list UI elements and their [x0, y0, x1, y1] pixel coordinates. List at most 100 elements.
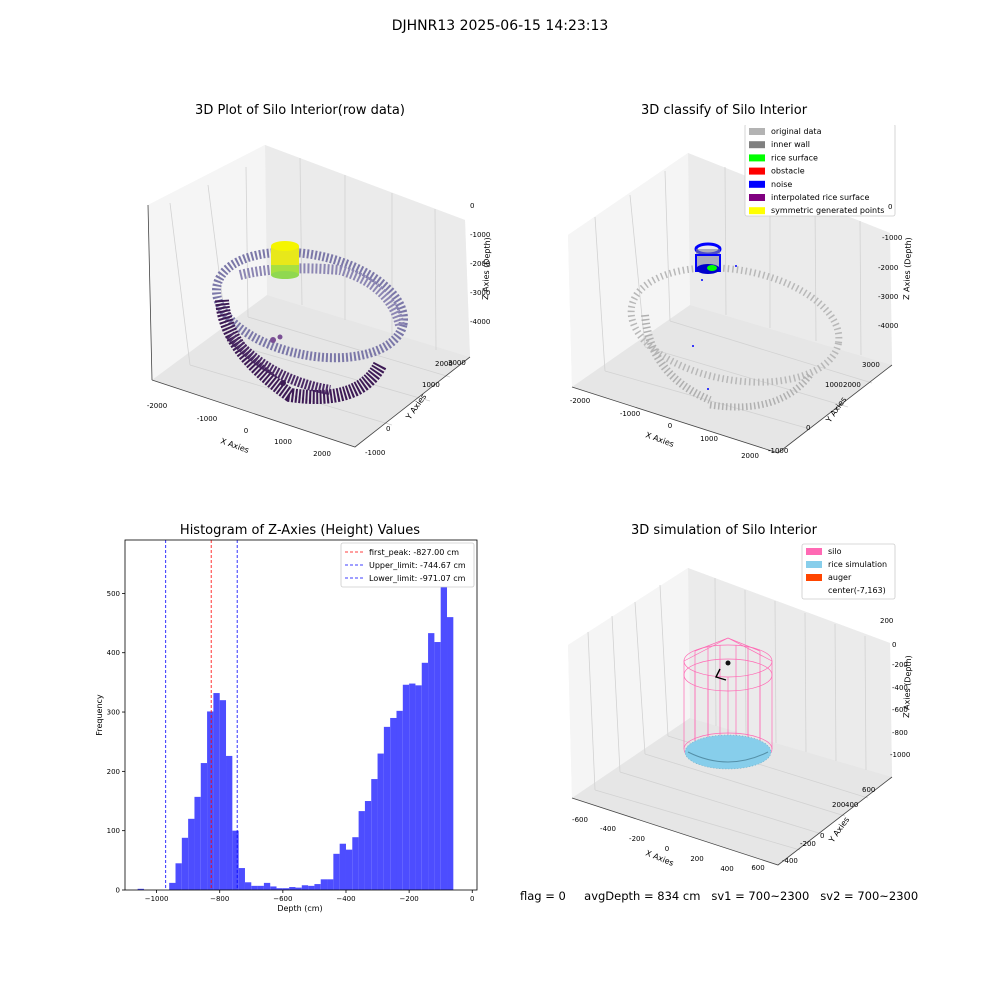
sim-ytick-label: -200 [800, 840, 816, 848]
histogram-bar [295, 887, 302, 890]
raw-xtick-label: 2000 [313, 450, 331, 458]
histogram-bar [175, 863, 182, 890]
classify-legend-swatch [749, 167, 765, 175]
classify-ytick-label: -1000 [768, 447, 788, 455]
raw-point-ring [211, 247, 409, 404]
raw-ztick-label: -2000 [470, 260, 490, 268]
histogram-bar [213, 693, 220, 890]
classify-x-axis-label: X Axies [644, 430, 675, 449]
histogram-bar [345, 849, 353, 890]
sim-ztick-label: -400 [892, 684, 908, 692]
histogram-bar [428, 633, 435, 890]
raw-z-axis-label: Z Axies (Depth) [481, 237, 492, 300]
histogram-bar [364, 801, 372, 890]
histogram-bar [263, 882, 271, 890]
raw-ztick-label: -4000 [470, 318, 490, 326]
sim-x-axis-label: X Axies [644, 849, 675, 868]
sv1-status: sv1 = 700~2300 [711, 889, 810, 903]
histogram-legend-label: first_peak: -827.00 cm [369, 548, 459, 557]
sim-xtick-label: -200 [629, 835, 645, 843]
classify-plot-title: 3D classify of Silo Interior [640, 103, 808, 118]
raw-ytick-label: -1000 [365, 449, 385, 457]
status-footer: flag = 0 avgDepth = 834 cm sv1 = 700~230… [520, 889, 918, 903]
raw-ztick-label: 0 [470, 202, 474, 210]
raw-3d-panes [147, 145, 471, 448]
sim-xtick-label: -600 [572, 816, 588, 824]
sim-xtick-label: 0 [665, 845, 669, 853]
classify-legend-label: interpolated rice surface [771, 193, 869, 202]
histogram-bar [352, 837, 359, 890]
classify-original-ring [627, 264, 843, 411]
histogram-bar [137, 888, 144, 890]
histogram-bar [339, 843, 346, 890]
histogram-chart: −1000 −800 −600 −400 −200 0 0 100 200 300 400 500 f… [95, 539, 478, 913]
raw-ytick-label: 3000 [448, 359, 466, 367]
raw-plot-title: 3D Plot of Silo Interior(row data) [195, 103, 405, 118]
flag-status: flag = 0 [520, 889, 566, 903]
sv2-status: sv2 = 700~2300 [820, 889, 919, 903]
histogram-ytick-label: 0 [116, 887, 120, 895]
sim-ytick-label: 600 [862, 786, 875, 794]
classify-legend-label: inner wall [771, 140, 810, 149]
simulation-legend-swatch [806, 561, 822, 568]
histogram-bar [327, 879, 334, 890]
sim-ztick-label: -600 [892, 706, 908, 714]
simulation-legend [801, 543, 896, 600]
histogram-bar [226, 755, 233, 890]
histogram-bar [194, 796, 201, 890]
histogram-bar [440, 557, 448, 890]
histogram-bar [257, 885, 264, 890]
raw-ztick-label: -1000 [470, 231, 490, 239]
histogram-bar [169, 882, 176, 890]
histogram-bar [289, 887, 296, 890]
histogram-legend-label: Upper_limit: -744.67 cm [369, 561, 466, 570]
histogram-bar [238, 868, 245, 890]
histogram-ytick-label: 100 [107, 827, 120, 835]
classify-legend-label: obstacle [771, 167, 805, 176]
classify-ztick-label: -1000 [882, 234, 902, 242]
classify-legend-label: symmetric generated points [771, 206, 884, 215]
raw-xtick-label: 0 [244, 427, 248, 435]
histogram-xtick-label: −1000 [145, 895, 169, 903]
classify-xtick-label: -2000 [570, 397, 590, 405]
histogram-bar [421, 662, 429, 890]
histogram-legend-label: Lower_limit: -971.07 cm [369, 574, 466, 583]
sim-xtick-label: 600 [751, 864, 764, 872]
histogram-bar [320, 879, 328, 890]
histogram-bar [434, 642, 441, 890]
raw-xtick-label: -2000 [147, 402, 167, 410]
simulation-legend-label: center(-7,163) [828, 586, 886, 595]
histogram-bar [219, 700, 227, 890]
classify-legend-swatch [749, 154, 765, 162]
sim-xtick-label: 200 [690, 855, 703, 863]
histogram-xtick-label: 0 [470, 895, 474, 903]
classify-legend-label: original data [771, 127, 822, 136]
raw-ztick-label: -3000 [470, 289, 490, 297]
histogram-bar [251, 885, 258, 890]
classify-ytick-label: 3000 [862, 361, 880, 369]
sim-ztick-label: -1000 [890, 751, 910, 759]
histogram-frame [124, 539, 478, 891]
histogram-ytick-label: 200 [107, 768, 120, 776]
classify-xtick-label: 0 [668, 422, 672, 430]
simulation-plot-title: 3D simulation of Silo Interior [631, 523, 817, 538]
sim-ytick-label: 400 [845, 801, 858, 809]
classify-ztick-label: -4000 [878, 322, 898, 330]
histogram-bar [447, 617, 454, 890]
figure-title: DJHNR13 2025-06-15 14:23:13 [391, 18, 609, 34]
histogram-bar [383, 726, 391, 890]
raw-ytick-label: 0 [386, 425, 390, 433]
raw-3d-plot: -2000 -1000 0 1000 2000 -1000 0 1000 200… [147, 145, 492, 458]
histogram-xtick-label: −400 [336, 895, 355, 903]
sim-ytick-label: -400 [782, 857, 798, 865]
classify-legend-label: noise [771, 180, 792, 189]
histogram-bar [200, 763, 208, 890]
histogram-bar [270, 886, 277, 890]
sim-ztick-label: -800 [892, 729, 908, 737]
classify-xtick-label: 2000 [741, 452, 759, 460]
simulation-legend-label: rice simulation [828, 560, 887, 569]
raw-ytick-label: 1000 [422, 381, 440, 389]
sim-xtick-label: 400 [720, 865, 733, 873]
histogram-bar [333, 853, 340, 890]
classify-legend [744, 125, 896, 217]
